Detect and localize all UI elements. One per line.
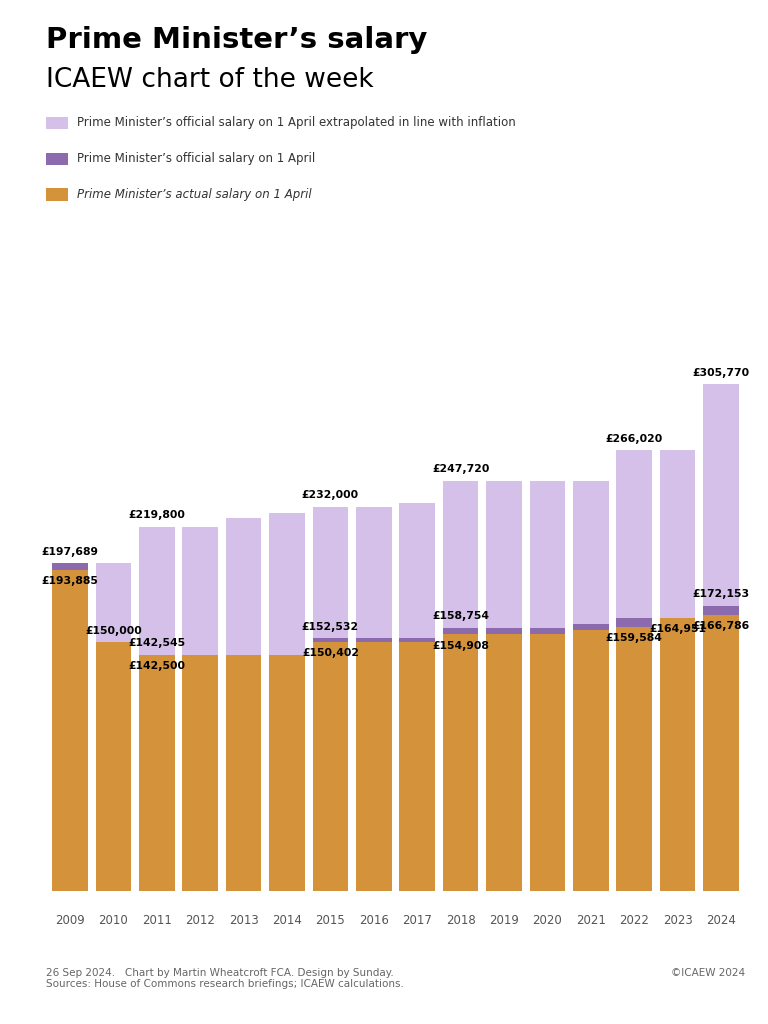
Text: 2009: 2009 (55, 914, 84, 927)
Bar (226, 518, 261, 891)
Bar (356, 507, 392, 891)
Text: £193,885: £193,885 (41, 577, 98, 587)
Bar (52, 569, 88, 891)
Bar (313, 642, 348, 891)
Bar (399, 503, 435, 891)
Text: 2022: 2022 (619, 914, 649, 927)
Bar (703, 606, 739, 891)
Bar (52, 563, 88, 891)
Bar (313, 638, 348, 891)
Bar (703, 614, 739, 891)
Bar (703, 384, 739, 891)
Bar (573, 630, 609, 891)
Text: Prime Minister’s actual salary on 1 April: Prime Minister’s actual salary on 1 Apri… (77, 188, 312, 201)
Text: ICAEW chart of the week: ICAEW chart of the week (46, 67, 374, 92)
Text: 2011: 2011 (142, 914, 172, 927)
Bar (182, 654, 218, 891)
Bar (573, 480, 609, 891)
Text: 2019: 2019 (489, 914, 519, 927)
Text: £219,800: £219,800 (128, 510, 185, 520)
Text: £247,720: £247,720 (432, 464, 489, 474)
Bar (226, 654, 261, 891)
Text: £305,770: £305,770 (693, 368, 750, 378)
Bar (52, 563, 88, 891)
Bar (486, 634, 521, 891)
Bar (530, 634, 565, 891)
Bar (139, 654, 174, 891)
Text: 2017: 2017 (402, 914, 432, 927)
Text: £142,545: £142,545 (128, 638, 185, 648)
Bar (486, 628, 521, 891)
Bar (139, 526, 174, 891)
Text: £158,754: £158,754 (432, 611, 489, 622)
Text: 2016: 2016 (359, 914, 389, 927)
Text: ©ICAEW 2024: ©ICAEW 2024 (670, 968, 745, 978)
Bar (617, 627, 652, 891)
Text: £166,786: £166,786 (693, 622, 750, 631)
Bar (443, 628, 478, 891)
Text: 2023: 2023 (663, 914, 693, 927)
Text: 26 Sep 2024.   Chart by Martin Wheatcroft FCA. Design by Sunday.
Sources: House : 26 Sep 2024. Chart by Martin Wheatcroft … (46, 968, 404, 989)
Text: 2012: 2012 (185, 914, 215, 927)
Bar (313, 507, 348, 891)
Bar (270, 654, 305, 891)
Bar (270, 654, 305, 891)
Bar (226, 654, 261, 891)
Text: 2024: 2024 (706, 914, 736, 927)
Text: £142,500: £142,500 (128, 662, 185, 672)
Bar (530, 480, 565, 891)
Text: 2015: 2015 (316, 914, 346, 927)
Text: £172,153: £172,153 (693, 589, 750, 599)
Text: £266,020: £266,020 (606, 433, 663, 443)
Bar (443, 634, 478, 891)
Bar (95, 642, 131, 891)
Bar (660, 617, 696, 891)
Text: £150,402: £150,402 (302, 648, 359, 658)
Text: £159,584: £159,584 (606, 633, 663, 643)
Text: 2010: 2010 (98, 914, 128, 927)
Bar (95, 563, 131, 891)
Text: Prime Minister’s salary: Prime Minister’s salary (46, 26, 428, 53)
Text: 2020: 2020 (532, 914, 562, 927)
Text: £150,000: £150,000 (85, 626, 142, 636)
Text: 2013: 2013 (229, 914, 259, 927)
Bar (530, 628, 565, 891)
Text: 2014: 2014 (272, 914, 302, 927)
Text: £232,000: £232,000 (302, 489, 359, 500)
Text: Prime Minister’s official salary on 1 April extrapolated in line with inflation: Prime Minister’s official salary on 1 Ap… (77, 117, 515, 129)
Bar (443, 480, 478, 891)
Bar (356, 642, 392, 891)
Bar (139, 654, 174, 891)
Bar (399, 642, 435, 891)
Text: £154,908: £154,908 (432, 641, 489, 651)
Text: £164,951: £164,951 (649, 625, 707, 634)
Bar (182, 654, 218, 891)
Text: 2018: 2018 (445, 914, 475, 927)
Text: £197,689: £197,689 (41, 547, 98, 557)
Bar (660, 451, 696, 891)
Bar (660, 617, 696, 891)
Bar (356, 638, 392, 891)
Bar (95, 642, 131, 891)
Text: £152,532: £152,532 (302, 622, 359, 632)
Bar (270, 513, 305, 891)
Bar (573, 624, 609, 891)
Bar (182, 526, 218, 891)
Text: Prime Minister’s official salary on 1 April: Prime Minister’s official salary on 1 Ap… (77, 153, 315, 165)
Bar (617, 451, 652, 891)
Bar (399, 638, 435, 891)
Bar (486, 480, 521, 891)
Text: 2021: 2021 (576, 914, 606, 927)
Bar (617, 617, 652, 891)
